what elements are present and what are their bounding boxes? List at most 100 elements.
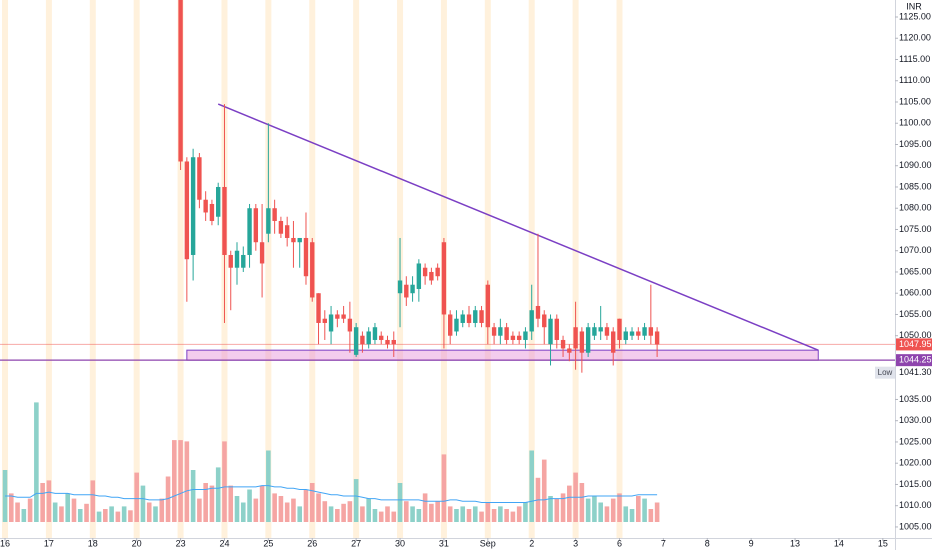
session-stripe [353,0,360,538]
candle-body [441,242,447,315]
volume-bar [397,483,403,522]
x-tick-label: 16 [0,538,10,548]
candle-body [328,314,334,332]
volume-bar [466,509,472,522]
session-stripe [177,0,184,538]
candle-body [454,318,459,332]
level-price-label-box [896,354,932,367]
volume-bar [65,493,71,522]
x-tick-label: Sep [480,538,496,548]
volume-bar [240,502,246,522]
candle-body [604,327,610,336]
candle-body [516,335,522,340]
volume-bar [46,480,52,522]
candle-body [397,280,403,294]
candle-body [598,327,603,332]
y-tick-label: 1070.00 [899,245,932,255]
x-tick-label: 17 [44,538,54,548]
candle-body [404,284,409,298]
candle-body [447,314,453,336]
volume-bar [648,509,654,522]
volume-bar [523,502,528,522]
candle-body [510,335,516,340]
candle-body [410,284,415,294]
volume-bar [291,498,296,522]
candle-body [303,237,309,277]
candle-body [391,339,396,345]
volume-bar [567,485,572,522]
candle-body [259,242,265,264]
volume-bar [266,450,271,522]
y-tick-label: 1005.00 [899,521,932,531]
candle-body [422,267,428,277]
x-tick-label: 6 [617,538,622,548]
x-tick-label: 18 [88,538,98,548]
candle-body [491,327,497,336]
x-tick-label: 9 [749,538,754,548]
candle-body [284,225,290,238]
volume-bar [134,472,139,522]
candle-body [178,0,183,162]
candle-body [203,199,208,213]
last-price-label: 1047.95 [899,339,932,349]
y-tick-label: 1025.00 [899,436,932,446]
volume-bar [178,440,183,522]
candle-body [335,314,340,319]
volume-bar [504,509,509,522]
volume-bar [460,506,466,522]
volume-bar [617,493,622,522]
volume-bar [228,485,234,522]
candle-body [385,339,390,345]
plot-area [0,0,895,538]
volume-bar [560,493,566,522]
candle-body [498,327,503,336]
y-tick-label: 1035.00 [899,394,932,404]
candle-body [654,331,660,345]
volume-bar [259,485,265,522]
session-stripe [528,0,535,538]
candle-body [247,208,252,255]
candle-body [629,331,635,336]
volume-bar [140,485,146,522]
volume-bar [297,506,303,522]
x-tick-label: 23 [176,538,186,548]
candle-body [611,331,616,353]
volume-bar [309,483,315,522]
y-tick-label: 1085.00 [899,181,932,191]
volume-bar [410,506,415,522]
x-tick-label: 20 [132,538,142,548]
volume-bar [366,498,371,522]
volume-bar [422,493,428,522]
x-tick-label: 15 [878,538,888,548]
x-tick-label: 27 [351,538,361,548]
volume-bar [153,506,158,522]
candle-body [485,284,491,328]
volume-bar [234,496,240,522]
candle-body [234,250,240,268]
volume-bar [416,509,422,522]
candle-body [216,186,221,217]
session-stripe [265,0,272,538]
candle-body [360,335,365,345]
volume-bar [52,502,58,522]
volume-bar [548,496,553,522]
y-tick-label: 1050.00 [899,330,932,340]
volume-bar [303,489,309,522]
x-tick-label: 31 [439,538,449,548]
candle-body [291,237,296,243]
candle-body [278,220,284,234]
volume-bar [284,502,290,522]
volume-bar [372,509,378,522]
session-stripe [572,0,579,538]
volume-bar [623,506,629,522]
volume-bar [592,496,597,522]
y-tick-label: 1100.00 [899,118,931,128]
x-tick-label: 13 [790,538,800,548]
session-stripe [133,0,140,538]
candle-body [435,267,440,277]
candle-body [316,293,321,323]
candle-body [592,327,597,336]
volume-bar [121,506,127,522]
x-tick-label: 24 [219,538,229,548]
